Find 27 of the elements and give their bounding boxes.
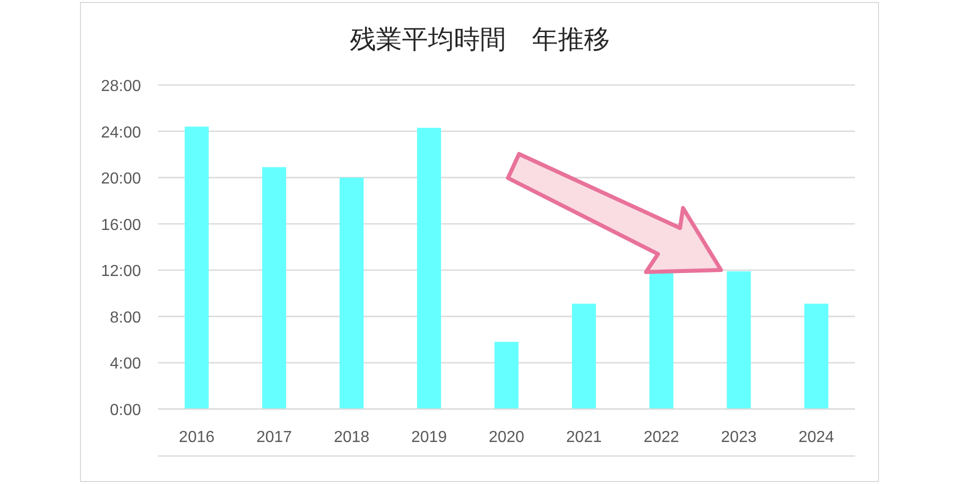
x-tick-label: 2020: [488, 429, 524, 446]
y-tick-label: 0:00: [110, 402, 142, 419]
y-tick-label: 8:00: [110, 309, 142, 326]
x-tick-label: 2024: [798, 429, 834, 446]
y-tick-label: 20:00: [100, 170, 142, 188]
chart-title: 残業平均時間 年推移: [350, 25, 610, 55]
x-tick-label: 2023: [721, 429, 757, 446]
y-tick-label: 16:00: [100, 216, 142, 234]
bar: [572, 304, 596, 409]
bar: [417, 128, 442, 409]
x-tick-label: 2022: [644, 429, 680, 446]
bar: [726, 271, 751, 409]
x-tick-label: 2021: [566, 429, 602, 446]
y-tick-label: 28:00: [100, 78, 142, 95]
bar: [494, 342, 518, 409]
bar: [340, 178, 364, 409]
x-tick-label: 2018: [334, 429, 370, 446]
x-tick-label: 2016: [178, 429, 215, 446]
bar: [262, 167, 286, 409]
y-tick-label: 12:00: [100, 263, 142, 280]
bar: [184, 126, 209, 409]
x-tick-label: 2017: [256, 429, 292, 446]
x-tick-label: 2019: [411, 429, 447, 446]
bar: [649, 272, 674, 409]
y-tick-label: 24:00: [100, 124, 142, 142]
bar: [804, 304, 828, 409]
y-tick-label: 4:00: [110, 356, 142, 373]
